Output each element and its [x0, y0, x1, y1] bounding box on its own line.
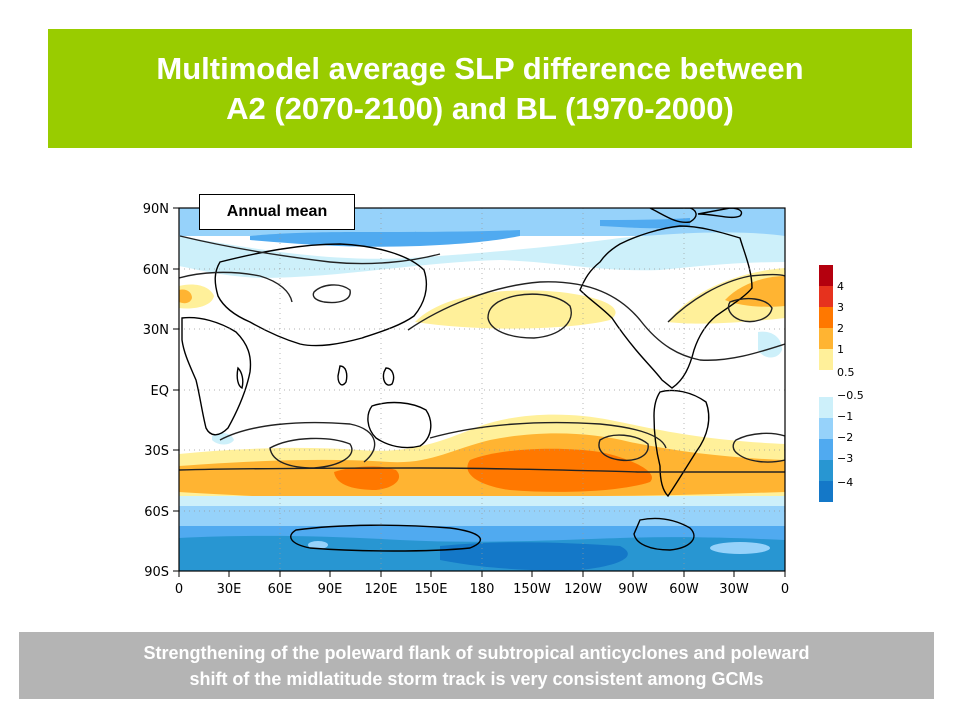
colorbar-swatch-neg4 [819, 481, 833, 502]
title-line-2: A2 (2070-2100) and BL (1970-2000) [226, 90, 734, 126]
colorbar-swatch-neg1 [819, 418, 833, 439]
lon-label-90e: 90E [318, 582, 343, 597]
colorbar-label-neg-0-5: −0.5 [837, 389, 864, 402]
lon-label-30e: 30E [217, 582, 242, 597]
coastlines [181, 208, 753, 552]
colorbar-label-2: 2 [837, 322, 844, 335]
lat-label-30s: 30S [144, 444, 169, 459]
axis-ticks [173, 207, 786, 577]
colorbar-label-4: 4 [837, 280, 844, 293]
map-field [179, 208, 785, 571]
lon-label-120e: 120E [364, 582, 397, 597]
colorbar-swatch-neg05 [819, 397, 833, 418]
colorbar: 4 3 2 1 0.5 −0.5 −1 −2 −3 −4 [819, 265, 864, 502]
slp-contours [179, 235, 785, 473]
colorbar-label-neg-3: −3 [837, 452, 853, 465]
colorbar-swatch-pos2 [819, 307, 833, 328]
lon-label-90w: 90W [618, 582, 648, 597]
lon-label-30w: 30W [719, 582, 749, 597]
colorbar-swatch-neg2 [819, 439, 833, 460]
colorbar-label-3: 3 [837, 301, 844, 314]
colorbar-swatch-pos3 [819, 286, 833, 307]
colorbar-swatch-neg3 [819, 460, 833, 481]
panel-label-box: Annual mean [199, 194, 355, 230]
caption-line-2: shift of the midlatitude storm track is … [189, 668, 764, 689]
gridlines [179, 208, 785, 571]
colorbar-swatch-pos05 [819, 349, 833, 370]
caption-line-1: Strengthening of the poleward flank of s… [143, 642, 810, 663]
lon-label-0-west: 0 [175, 582, 183, 597]
lon-label-0-east: 0 [781, 582, 789, 597]
colorbar-swatch-pos4 [819, 265, 833, 286]
lat-label-60n: 60N [143, 263, 169, 278]
title-line-1: Multimodel average SLP difference betwee… [156, 50, 804, 86]
longitude-labels: 0 30E 60E 90E 120E 150E 180 150W 120W 90… [175, 582, 789, 597]
caption-box: Strengthening of the poleward flank of s… [19, 632, 934, 699]
colorbar-label-neg-2: −2 [837, 431, 853, 444]
lat-label-90s: 90S [144, 565, 169, 580]
lat-label-30n: 30N [143, 323, 169, 338]
lon-label-60e: 60E [268, 582, 293, 597]
title-banner: Multimodel average SLP difference betwee… [48, 29, 912, 148]
lon-label-150e: 150E [414, 582, 447, 597]
lon-label-150w: 150W [513, 582, 551, 597]
lon-label-180: 180 [470, 582, 495, 597]
lat-label-90n: 90N [143, 202, 169, 217]
colorbar-label-0-5: 0.5 [837, 366, 855, 379]
colorbar-label-1: 1 [837, 343, 844, 356]
lat-label-60s: 60S [144, 505, 169, 520]
colorbar-swatch-pos1 [819, 328, 833, 349]
colorbar-labels: 4 3 2 1 0.5 −0.5 −1 −2 −3 −4 [837, 280, 864, 489]
lat-label-eq: EQ [151, 384, 169, 399]
panel-label: Annual mean [226, 203, 328, 220]
latitude-labels: 90N 60N 30N EQ 30S 60S 90S [143, 202, 169, 580]
lon-label-60w: 60W [669, 582, 699, 597]
colorbar-label-neg-4: −4 [837, 476, 853, 489]
colorbar-label-neg-1: −1 [837, 410, 853, 423]
lon-label-120w: 120W [564, 582, 602, 597]
